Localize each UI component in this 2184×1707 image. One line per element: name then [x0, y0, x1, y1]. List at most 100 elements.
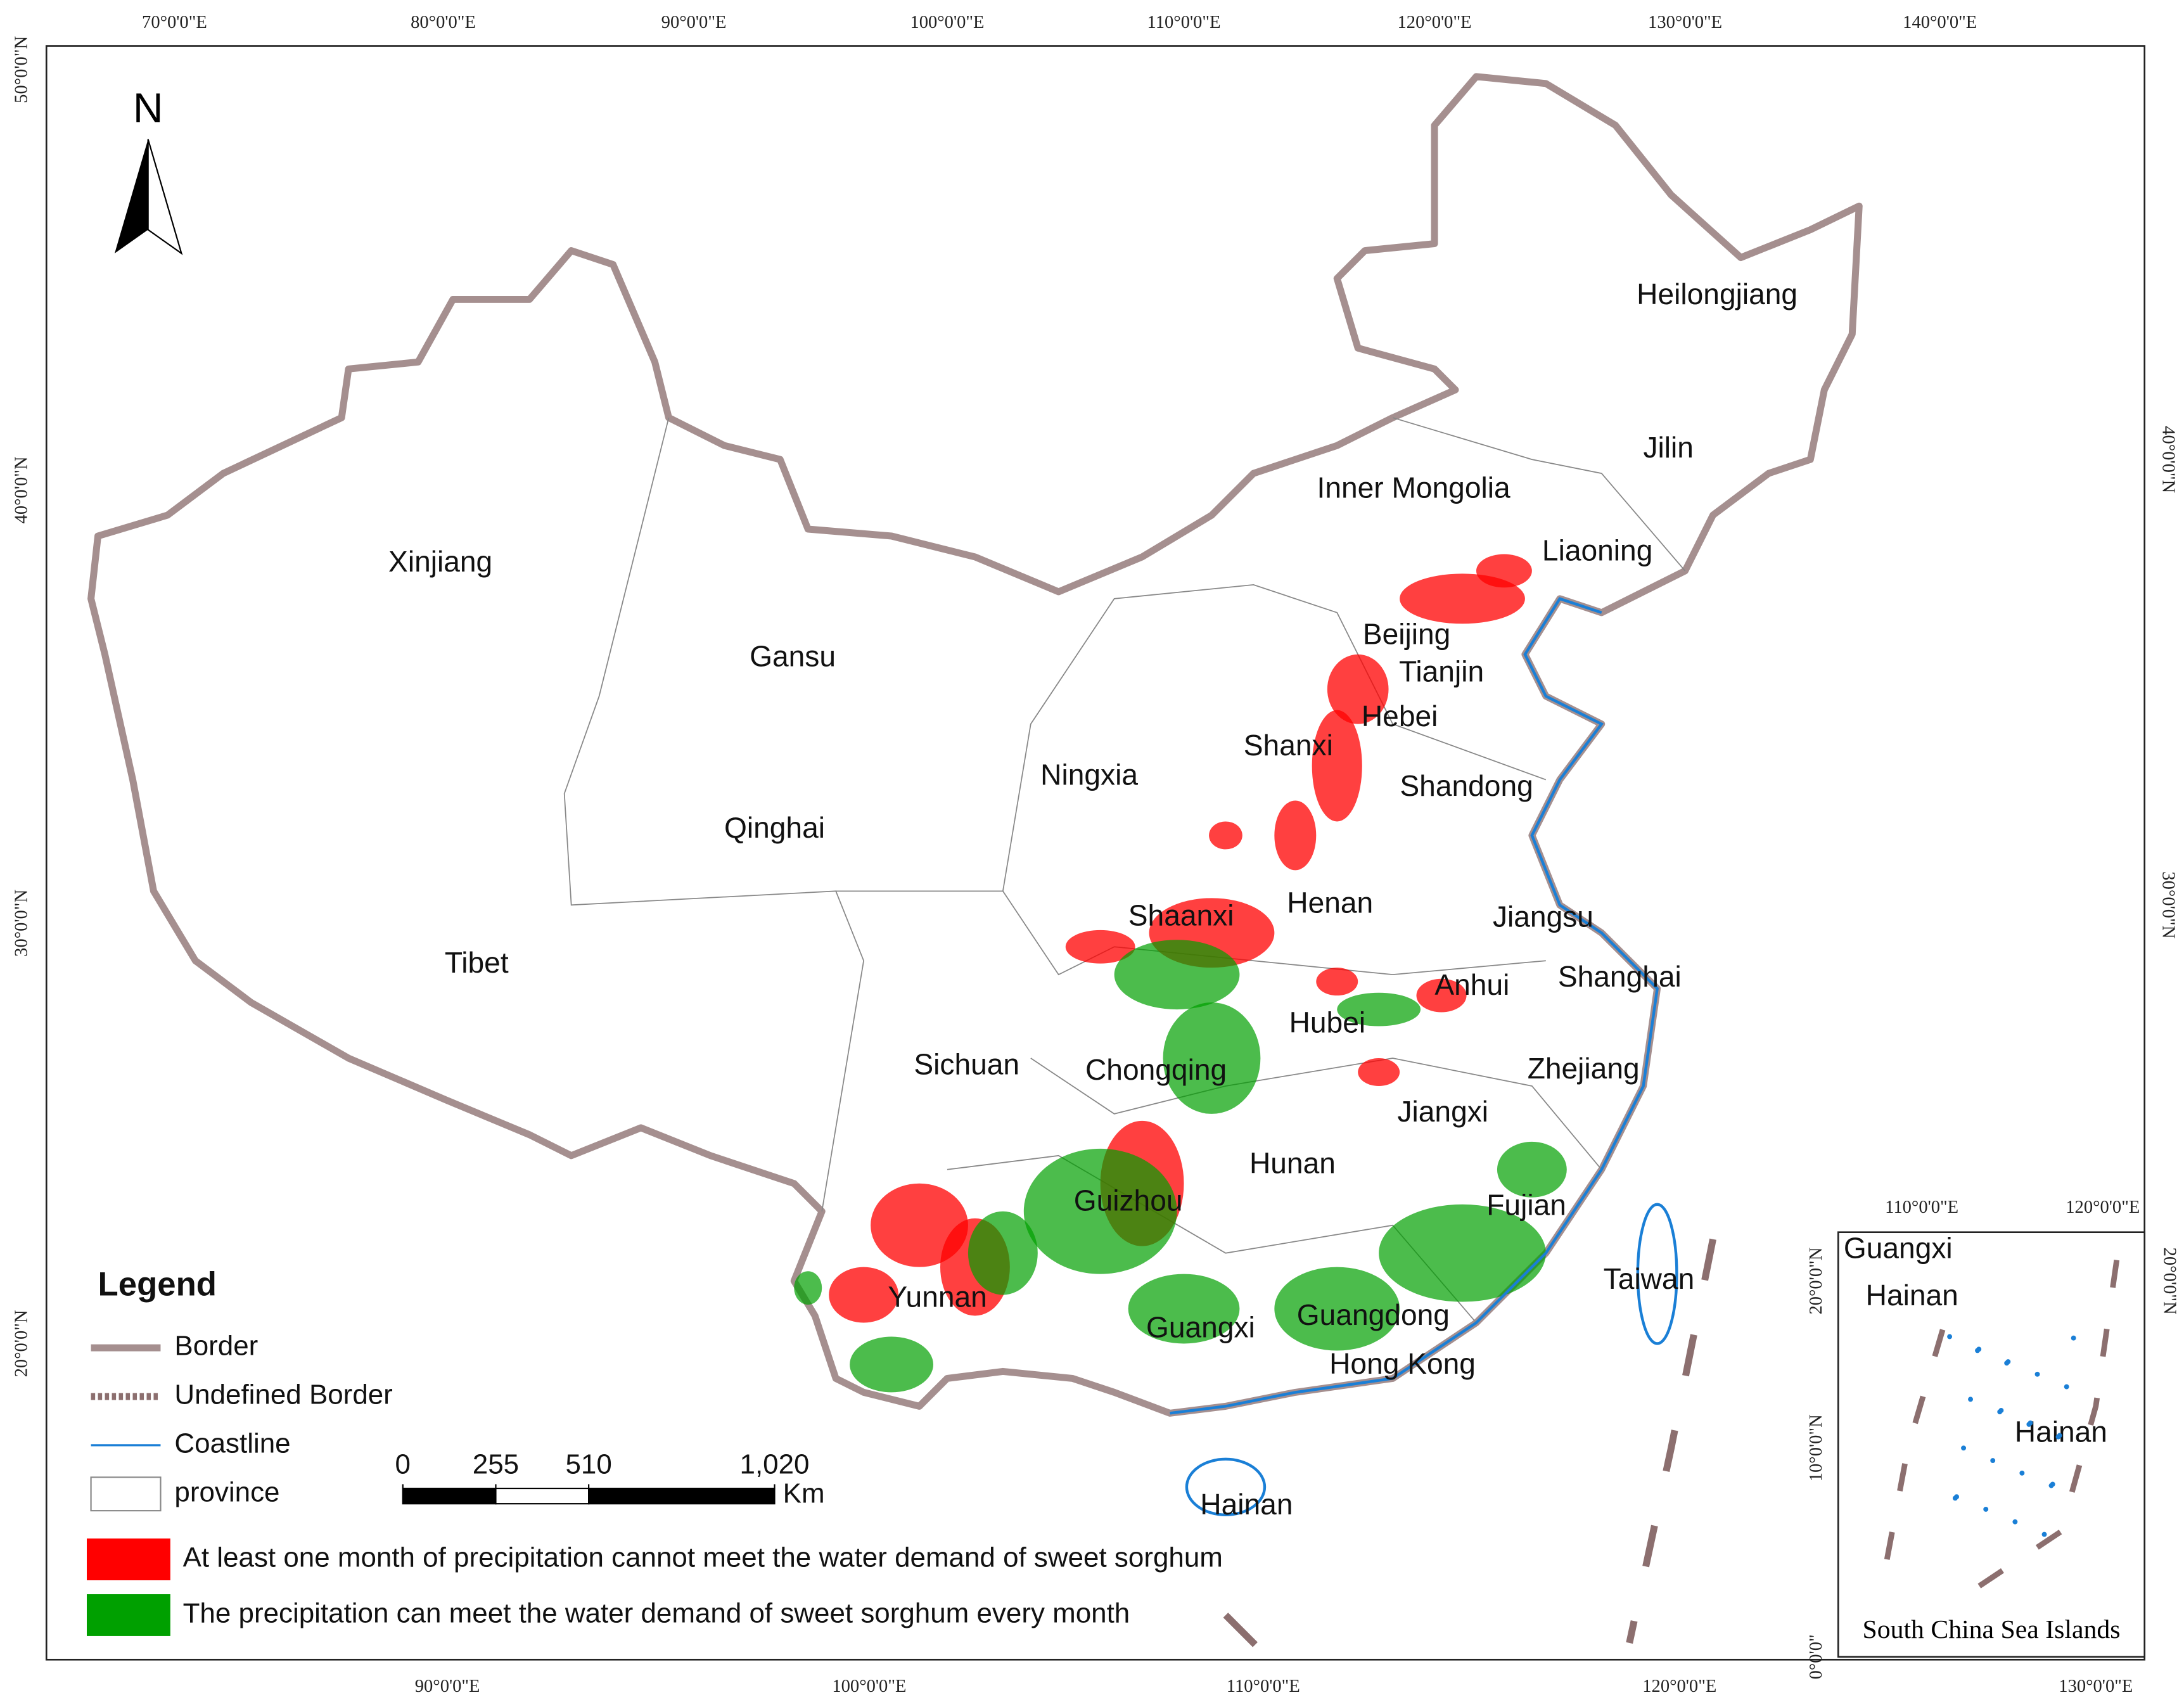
island [1997, 1409, 2003, 1415]
taiwan-island [1636, 1203, 1678, 1345]
inset-lat-label: 20°0'0"N [1806, 1248, 1826, 1315]
green-area [1497, 1141, 1567, 1198]
green-area [1163, 1002, 1261, 1114]
inset-frame [1837, 1231, 2146, 1658]
province-label: Guangdong [1297, 1298, 1450, 1331]
province-label: Gansu [750, 640, 836, 673]
red-area [1416, 978, 1467, 1013]
inset-lat-label: 20°0'0"N [2160, 1248, 2180, 1315]
red-area [829, 1267, 899, 1323]
green-area [1114, 940, 1240, 1010]
province-label: Shandong [1400, 769, 1533, 802]
inset-title: South China Sea Islands [1862, 1615, 2120, 1644]
red-area [1476, 554, 1532, 588]
north-label: N [133, 84, 163, 131]
island [2012, 1519, 2018, 1525]
lon-label: 110°0'0"E [1227, 1677, 1300, 1696]
lon-label: 70°0'0"E [142, 13, 207, 32]
province-label: Hunan [1249, 1146, 1336, 1179]
dash-line [1626, 1238, 1716, 1644]
lon-label: 140°0'0"E [1903, 13, 1977, 32]
dash-line [1223, 1613, 1270, 1659]
province-label: Jiangxi [1397, 1095, 1488, 1128]
province-label: Xinjiang [388, 545, 492, 578]
legend-label: The precipitation can meet the water dem… [183, 1598, 1130, 1629]
green-area [1337, 992, 1421, 1026]
legend-label: province [174, 1476, 279, 1507]
island [1968, 1397, 1974, 1402]
red-area [1209, 821, 1242, 850]
legend-swatch [86, 1594, 170, 1636]
inset-dashes [1884, 1260, 2120, 1590]
island [2041, 1531, 2047, 1537]
undefined-border [1223, 1238, 1716, 1659]
legend-label: At least one month of precipitation cann… [183, 1542, 1223, 1573]
island [2004, 1360, 2010, 1366]
inset-lon-label: 110°0'0"E [1885, 1198, 1958, 1217]
island [1975, 1348, 1980, 1353]
province-line [1002, 584, 1547, 892]
province-line [563, 418, 865, 1212]
north-arrow-right [147, 139, 183, 255]
province-label: Shaanxi [1128, 898, 1234, 931]
island [2019, 1470, 2025, 1476]
legend-swatch [90, 1476, 162, 1512]
lat-label: 40°0'0"N [2158, 426, 2178, 493]
province-label: Chongqing [1085, 1053, 1227, 1086]
island [1947, 1334, 1953, 1339]
scale-label: 1,020 [740, 1448, 810, 1480]
scale-label: 0 [395, 1448, 411, 1480]
green-area [967, 1211, 1038, 1295]
island [1952, 1495, 1958, 1501]
scale-label: 510 [565, 1448, 611, 1480]
green-area [850, 1336, 933, 1393]
province-label: Ningxia [1040, 758, 1138, 791]
red-area [1312, 710, 1362, 822]
island [2071, 1335, 2076, 1341]
lon-label: 120°0'0"E [1398, 13, 1472, 32]
province-label: Inner Mongolia [1317, 471, 1510, 504]
province-label: Jilin [1643, 431, 1693, 464]
lat-label: 30°0'0"N [11, 890, 31, 957]
province-line [1030, 1058, 1602, 1170]
island [2034, 1371, 2040, 1377]
lon-label: 100°0'0"E [832, 1677, 906, 1696]
province-label: Hong Kong [1329, 1347, 1476, 1380]
lon-label: 80°0'0"E [411, 13, 476, 32]
lat-label: 50°0'0"N [11, 36, 31, 103]
inset-lon-label: 130°0'0"E [2059, 1677, 2133, 1696]
green-area [1379, 1204, 1546, 1302]
inset-lat-label: 0°0'0" [1806, 1634, 1826, 1679]
province-label: Tibet [445, 946, 509, 979]
scale-segment [588, 1487, 776, 1505]
province-label: Sichuan [914, 1047, 1019, 1080]
scale-segment [402, 1487, 497, 1505]
province-label: Jiangsu [1493, 900, 1593, 933]
green-area [1274, 1267, 1400, 1351]
province-label: Qinghai [724, 811, 825, 844]
island [2048, 1483, 2054, 1488]
inset-label: Hainan [1866, 1279, 1958, 1312]
province-label: Hebei [1362, 700, 1438, 732]
province-line [1392, 417, 1686, 572]
precipitation-areas [794, 554, 1567, 1393]
island [1983, 1507, 1989, 1512]
green-area [1128, 1274, 1240, 1344]
dash-line [1976, 1260, 2120, 1590]
inset-label: Guangxi [1844, 1231, 1953, 1264]
province-label: Hainan [1200, 1488, 1293, 1521]
green-area [1023, 1148, 1177, 1274]
scale-label: 255 [473, 1448, 519, 1480]
lon-label: 130°0'0"E [1648, 13, 1722, 32]
province-label: Shanxi [1244, 729, 1333, 762]
red-area [1327, 654, 1389, 724]
island [1990, 1458, 1996, 1464]
legend-label: Coastline [174, 1428, 290, 1459]
legend-label: Undefined Border [174, 1379, 392, 1410]
lat-label: 40°0'0"N [11, 457, 31, 524]
province-label: Anhui [1434, 968, 1509, 1001]
province-label: Yunnan [888, 1280, 987, 1313]
lon-label: 110°0'0"E [1147, 13, 1221, 32]
province-label: Heilongjiang [1637, 278, 1798, 310]
